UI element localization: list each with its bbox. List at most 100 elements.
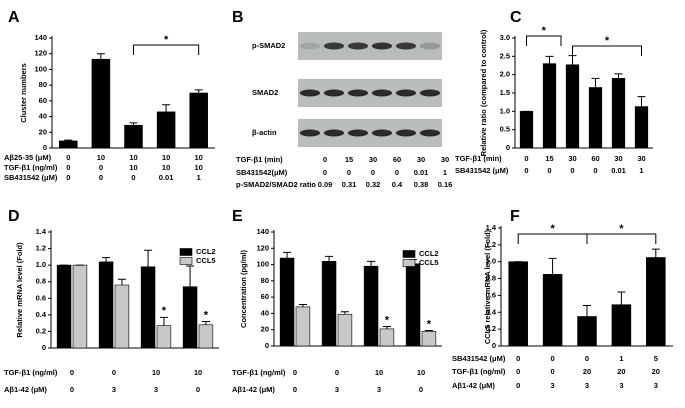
y-axis-label: CCL5 relative mRNA level (Fold) <box>483 229 492 344</box>
significance-bracket <box>526 35 562 46</box>
panel-letter: B <box>232 9 244 26</box>
error-bar <box>194 89 203 93</box>
y-tick-label: 1.4 <box>36 227 47 236</box>
significance-mark: * <box>550 223 555 235</box>
y-tick-label: 0 <box>506 143 510 152</box>
condition-value: 10 <box>195 163 203 172</box>
error-bar <box>545 55 554 64</box>
bar <box>611 78 626 149</box>
bar <box>279 257 295 347</box>
y-tick-label: 140 <box>256 227 269 236</box>
error-bar <box>64 139 73 141</box>
condition-label: SB431542(μM) <box>236 168 288 177</box>
condition-value: 1 <box>619 354 623 363</box>
error-bar <box>144 249 153 267</box>
condition-value: 10 <box>194 368 202 377</box>
condition-value: 5 <box>654 354 658 363</box>
condition-value: 0.38 <box>414 180 429 189</box>
y-tick-label: 100 <box>256 260 269 269</box>
condition-value: 10 <box>162 153 170 162</box>
condition-value: 10 <box>129 153 137 162</box>
significance-mark: * <box>385 314 390 326</box>
error-bar <box>548 257 557 275</box>
error-bar <box>96 53 105 60</box>
panel-letter: E <box>232 208 243 225</box>
blot-label: p-SMAD2 <box>252 41 285 50</box>
significance-mark: * <box>164 34 169 46</box>
y-tick-label: 1.0 <box>500 106 510 115</box>
bar <box>588 87 603 149</box>
y-tick-label: 1.2 <box>486 240 496 249</box>
significance-bracket <box>586 233 657 244</box>
bar <box>156 325 172 349</box>
error-bar <box>424 330 433 332</box>
condition-value: 10 <box>162 163 170 172</box>
significance-bracket <box>517 233 588 244</box>
condition-label: Aβ1-42 (μM) <box>452 381 495 390</box>
condition-value: 0.4 <box>392 180 403 189</box>
y-tick-label: 3.0 <box>500 33 510 42</box>
y-tick-label: 0.5 <box>500 125 510 134</box>
error-bar <box>382 325 391 329</box>
error-bar <box>568 55 577 65</box>
blot-background <box>298 32 442 60</box>
bar <box>59 140 78 149</box>
bar <box>634 106 649 149</box>
condition-value: 0 <box>99 173 103 182</box>
error-bar <box>102 257 111 262</box>
condition-value: 0 <box>524 154 528 163</box>
bar <box>577 316 597 347</box>
significance-mark: * <box>542 25 547 37</box>
legend-swatch <box>402 250 416 258</box>
condition-label: TGF-β1 (min) <box>455 154 502 163</box>
condition-value: 0 <box>547 166 551 175</box>
legend-label: CCL2 <box>419 249 439 258</box>
condition-value: 20 <box>617 367 625 376</box>
y-tick-label: 0.4 <box>486 307 497 316</box>
condition-value: 0.32 <box>366 180 381 189</box>
y-tick-label: 80 <box>39 80 47 89</box>
y-tick-label: 20 <box>39 127 47 136</box>
condition-value: 0 <box>335 368 339 377</box>
error-bar <box>159 316 168 326</box>
y-tick-label: 1.2 <box>36 244 46 253</box>
blot-background <box>298 79 442 107</box>
legend-label: CCL2 <box>196 247 216 256</box>
condition-value: 3 <box>654 381 658 390</box>
error-bar <box>591 77 600 88</box>
condition-value: 0 <box>516 367 520 376</box>
condition-value: 10 <box>195 153 203 162</box>
y-tick-label: 0.8 <box>486 274 496 283</box>
error-bar <box>117 278 126 286</box>
error-bar <box>186 265 195 287</box>
blot-background <box>298 119 442 147</box>
condition-value: 0 <box>593 166 597 175</box>
blot-band <box>419 89 441 97</box>
bar <box>114 284 130 349</box>
condition-value: 15 <box>345 155 353 164</box>
bar <box>156 111 176 149</box>
bar <box>421 331 437 347</box>
bar <box>646 257 666 347</box>
condition-value: 0 <box>112 368 116 377</box>
y-tick-label: 0 <box>43 143 47 152</box>
bar <box>337 313 353 347</box>
legend-label: CCL5 <box>419 258 439 267</box>
condition-value: 1 <box>639 166 643 175</box>
y-tick-label: 0.4 <box>36 310 47 319</box>
error-bar <box>283 251 292 259</box>
blot-band <box>395 89 417 97</box>
condition-value: 20 <box>652 367 660 376</box>
y-tick-label: 60 <box>39 96 47 105</box>
blot-band <box>371 129 393 137</box>
condition-label: TGF-β1 (min) <box>236 155 283 164</box>
condition-label: TGF-β1 (ng/ml) <box>232 368 286 377</box>
condition-value: 0 <box>551 367 555 376</box>
condition-value: 0.01 <box>414 168 429 177</box>
error-bar <box>298 303 307 307</box>
condition-value: 0 <box>66 173 70 182</box>
condition-value: 3 <box>335 385 339 394</box>
condition-value: 0 <box>516 354 520 363</box>
blot-band <box>395 42 417 50</box>
y-tick-label: 1.0 <box>486 257 496 266</box>
